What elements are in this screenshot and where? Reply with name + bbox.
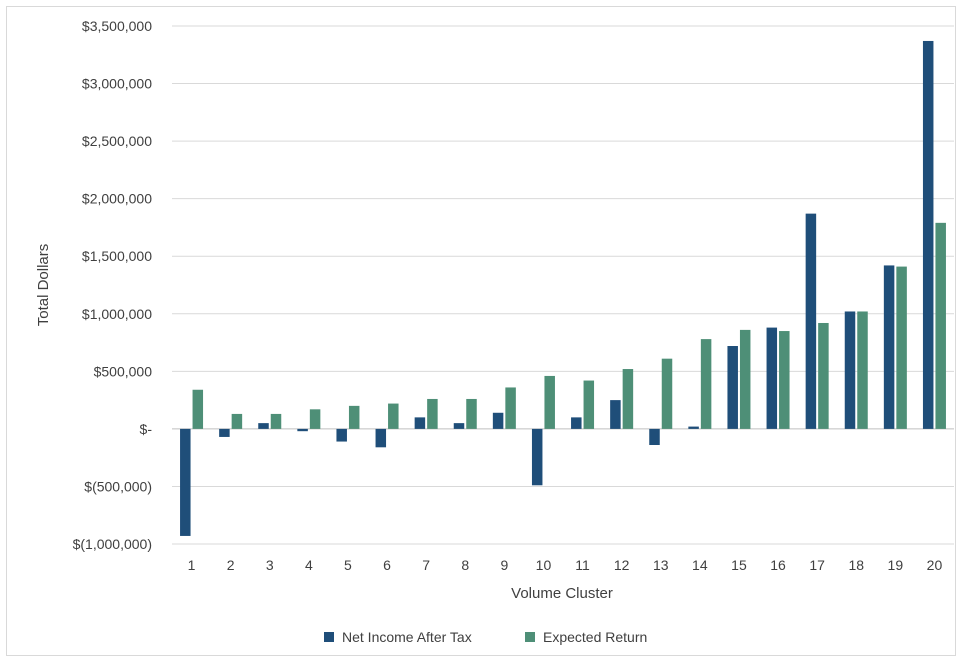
y-tick-label: $(1,000,000) <box>73 536 152 552</box>
legend-swatch-net-income <box>324 632 334 642</box>
bar-expected-return <box>348 405 360 429</box>
y-tick-label: $- <box>140 421 153 437</box>
x-tick-label: 7 <box>422 557 430 573</box>
bar-expected-return <box>700 339 712 429</box>
x-tick-label: 11 <box>575 557 590 573</box>
x-tick-label: 14 <box>692 557 708 573</box>
x-tick-label: 13 <box>653 557 669 573</box>
x-tick-label: 20 <box>927 557 943 573</box>
x-axis-title: Volume Cluster <box>511 585 613 602</box>
legend-swatch-expected-return <box>525 632 535 642</box>
bar-expected-return <box>309 409 321 429</box>
bar-expected-return <box>544 375 555 429</box>
x-tick-label: 3 <box>266 557 274 573</box>
bar-expected-return <box>466 398 477 429</box>
x-tick-label: 12 <box>614 557 630 573</box>
bar-expected-return <box>896 266 907 429</box>
bar-expected-return <box>270 413 282 429</box>
y-tick-label: $2,000,000 <box>82 191 152 207</box>
x-tick-label: 17 <box>809 557 825 573</box>
bar-net-income <box>336 428 347 442</box>
y-tick-label: $1,500,000 <box>82 248 152 264</box>
bar-expected-return <box>505 387 516 429</box>
x-tick-label: 6 <box>383 557 391 573</box>
x-tick-label: 16 <box>770 557 786 573</box>
bar-net-income <box>414 417 426 429</box>
bar-net-income <box>922 40 934 429</box>
x-tick-label: 10 <box>536 557 552 573</box>
bar-net-income <box>453 423 465 429</box>
bar-net-income <box>688 426 699 429</box>
bar-expected-return <box>661 358 673 429</box>
y-axis-ticks: $3,500,000 $3,000,000 $2,500,000 $2,000,000… <box>73 18 153 552</box>
y-tick-label: $1,000,000 <box>82 306 152 322</box>
bar-net-income <box>258 423 269 429</box>
bar-expected-return <box>818 322 829 429</box>
gridlines <box>172 25 954 545</box>
x-tick-label: 8 <box>461 557 469 573</box>
x-axis-ticks: 1 2 3 4 5 6 7 8 9 10 11 12 13 14 15 16 17 18 19 20 <box>188 557 943 573</box>
bar-net-income <box>883 265 895 429</box>
bar-net-income <box>727 346 738 429</box>
bar-expected-return <box>622 369 634 429</box>
bar-expected-return <box>935 222 946 429</box>
x-tick-label: 15 <box>731 557 747 573</box>
bar-net-income <box>531 428 543 486</box>
chart-frame <box>6 6 956 656</box>
legend: Net Income After Tax Expected Return <box>324 629 647 645</box>
x-tick-label: 5 <box>344 557 352 573</box>
bar-expected-return <box>779 331 790 429</box>
x-tick-label: 18 <box>848 557 864 573</box>
bar-net-income <box>805 213 817 429</box>
y-tick-label: $500,000 <box>94 363 153 379</box>
bar-net-income <box>219 428 230 437</box>
y-tick-label: $3,000,000 <box>82 76 152 92</box>
x-tick-label: 2 <box>227 557 235 573</box>
bar-expected-return <box>427 398 438 429</box>
bar-expected-return <box>192 389 204 429</box>
bar-net-income <box>844 311 856 429</box>
bar-net-income <box>610 400 621 429</box>
x-tick-label: 1 <box>188 557 196 573</box>
bar-expected-return <box>583 380 595 429</box>
y-tick-label: $(500,000) <box>84 478 152 494</box>
bar-net-income <box>492 412 504 429</box>
legend-label-expected-return: Expected Return <box>543 629 647 645</box>
x-tick-label: 9 <box>500 557 508 573</box>
x-tick-label: 4 <box>305 557 313 573</box>
bar-expected-return <box>739 329 751 429</box>
bar-net-income <box>297 428 308 432</box>
bar-net-income <box>766 327 778 429</box>
x-tick-label: 19 <box>888 557 904 573</box>
bar-expected-return <box>857 311 868 429</box>
y-tick-label: $3,500,000 <box>82 18 152 34</box>
bar-expected-return <box>231 413 243 429</box>
legend-label-net-income: Net Income After Tax <box>342 629 472 645</box>
y-tick-label: $2,500,000 <box>82 133 152 149</box>
bars <box>180 40 946 536</box>
bar-expected-return <box>388 403 399 429</box>
y-axis-title: Total Dollars <box>35 244 52 327</box>
bar-net-income <box>571 417 582 429</box>
bar-net-income <box>180 428 191 536</box>
bar-net-income <box>375 428 387 448</box>
bar-net-income <box>649 428 660 446</box>
